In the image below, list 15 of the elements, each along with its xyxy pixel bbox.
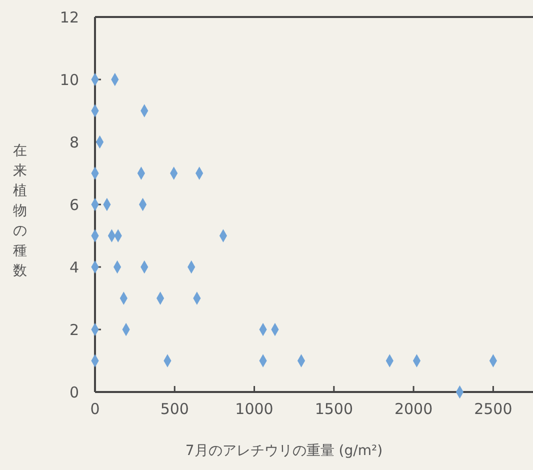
y-axis-title: 在来植物の種数	[13, 143, 27, 279]
x-tick-label: 500	[160, 400, 189, 418]
y-tick-label: 8	[69, 133, 79, 152]
x-tick-label: 1000	[235, 400, 274, 418]
x-tick-label: 0	[90, 400, 100, 418]
x-tick-label: 1500	[314, 400, 354, 418]
x-axis-title: 7月のアレチウリの重量 (g/m²)	[185, 443, 383, 459]
y-tick-label: 4	[69, 258, 79, 276]
y-tick-label: 6	[69, 196, 79, 214]
y-tick-label: 0	[69, 383, 79, 402]
x-tick-label: 2500	[474, 400, 512, 418]
y-tick-label: 12	[60, 8, 79, 26]
x-tick-label: 2000	[394, 400, 433, 418]
y-tick-label: 2	[69, 320, 79, 339]
y-tick-label: 10	[60, 70, 79, 89]
